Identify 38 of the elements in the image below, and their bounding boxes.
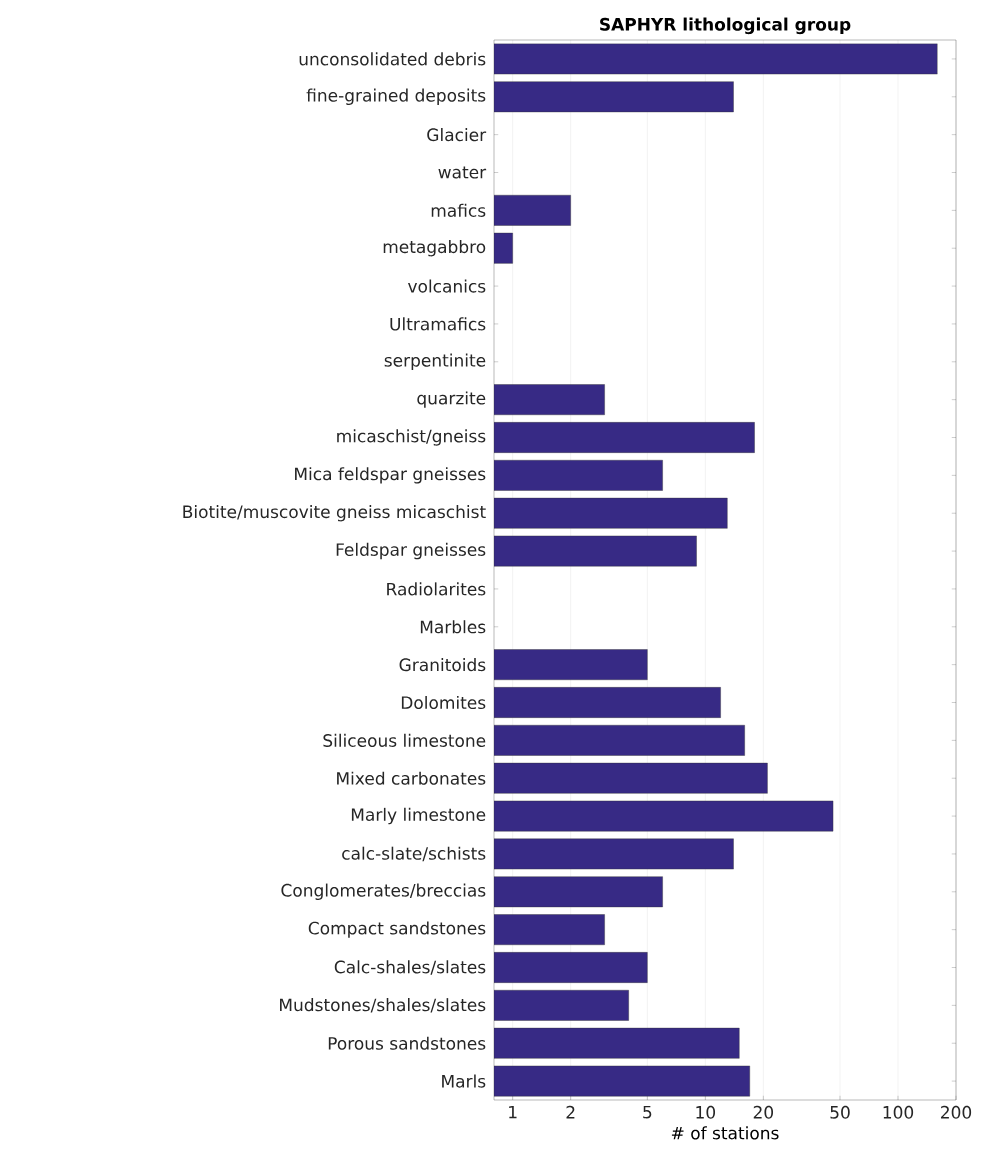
y-tick-label: volcanics xyxy=(407,279,486,293)
y-tick-label: Feldspar gneisses xyxy=(336,542,486,560)
y-tick-label: Granitoids xyxy=(399,658,486,672)
x-tick-label: 1 xyxy=(509,1105,517,1119)
y-tick-label: unconsolidated debris xyxy=(299,52,486,66)
y-tick-label: quarzite xyxy=(417,391,486,408)
x-tick-label: 100 xyxy=(883,1105,914,1119)
y-tick-label: metagabbro xyxy=(383,239,486,257)
y-tick-label: Calc-shales/slates xyxy=(334,960,486,975)
y-tick-label: Porous sandstones xyxy=(328,1036,486,1050)
y-tick-label: Dolomites xyxy=(401,695,486,710)
y-tick-label: Siliceous limestone xyxy=(323,733,486,747)
x-tick-label: 50 xyxy=(830,1105,850,1119)
y-tick-label: Ultramafics xyxy=(390,317,486,331)
x-axis-title: # of stations xyxy=(671,1126,779,1140)
x-tick-label: 2 xyxy=(566,1105,575,1119)
y-tick-label: Mixed carbonates xyxy=(337,771,486,785)
y-tick-label: Marly limestone xyxy=(351,807,486,825)
y-tick-label: Compact sandstones xyxy=(308,921,486,938)
x-tick-label: 20 xyxy=(753,1105,774,1119)
y-tick-label: Radiolarites xyxy=(387,582,486,596)
x-tick-label: 10 xyxy=(696,1105,716,1119)
y-tick-label: Mica feldspar gneisses xyxy=(295,467,486,484)
x-tick-label: 5 xyxy=(643,1105,652,1119)
y-tick-label: Biotite/muscovite gneiss micaschist xyxy=(183,504,486,522)
y-tick-label: mafics xyxy=(431,203,486,217)
y-tick-label: micaschist/gneiss xyxy=(337,429,486,446)
x-tick-label: 200 xyxy=(941,1105,972,1119)
y-tick-label: Marbles xyxy=(420,620,486,634)
y-tick-label: Marls xyxy=(442,1074,486,1088)
y-tick-label: calc-slate/schists xyxy=(342,846,486,862)
y-tick-label: Glacier xyxy=(427,128,487,142)
y-tick-label: fine-grained deposits xyxy=(306,88,486,106)
y-tick-label: water xyxy=(438,166,487,179)
y-tick-label: serpentinite xyxy=(384,353,486,371)
chart-title: SAPHYR lithological group xyxy=(600,17,851,35)
y-tick-label: Mudstones/shales/slates xyxy=(280,998,486,1013)
y-tick-label: Conglomerates/breccias xyxy=(281,883,486,901)
